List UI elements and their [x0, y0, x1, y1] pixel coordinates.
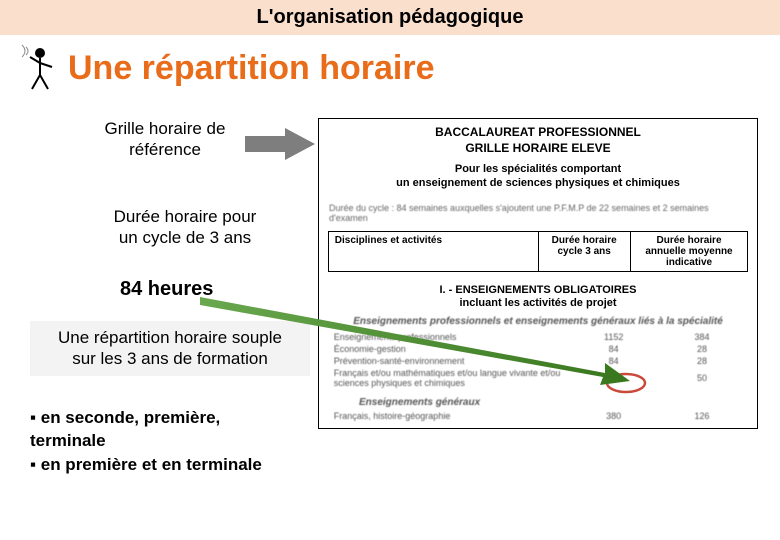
- block-grille: Grille horaire de référence: [80, 118, 250, 161]
- bullet-1-l2: terminale: [30, 429, 320, 453]
- bullet-1-l1: en seconde, première,: [41, 408, 221, 427]
- title-row: Une répartition horaire: [0, 35, 780, 97]
- grey-arrow-icon: [245, 128, 315, 160]
- document-panel: BACCALAUREAT PROFESSIONNEL GRILLE HORAIR…: [318, 118, 758, 429]
- red-circle-highlight: [605, 372, 647, 394]
- th3-l2: annuelle moyenne: [637, 246, 741, 257]
- header-title: L'organisation pédagogique: [257, 6, 524, 28]
- block-duree: Durée horaire pour un cycle de 3 ans: [80, 206, 290, 249]
- table-row: Français, histoire-géographie 380 126: [328, 410, 748, 422]
- bullets-list: en seconde, première, terminale en premi…: [30, 406, 320, 477]
- section-1-head: I. - ENSEIGNEMENTS OBLIGATOIRES incluant…: [319, 280, 757, 314]
- row-label: Enseignements professionnels: [328, 331, 572, 343]
- bullet-2-text: en première et en terminale: [41, 455, 262, 474]
- doc-head-l1: BACCALAUREAT PROFESSIONNEL: [323, 125, 753, 141]
- data-table-1: Enseignements professionnels 1152 384 Éc…: [328, 331, 748, 389]
- header-table: Disciplines et activités Durée horaire c…: [328, 231, 748, 272]
- row-c2: 126: [656, 410, 749, 422]
- row-c1: 380: [572, 410, 656, 422]
- block-grille-l1: Grille horaire de: [80, 118, 250, 139]
- table-row: Prévention-santé-environnement 84 28: [328, 355, 748, 367]
- subsection-2: Enseignements généraux: [319, 395, 757, 408]
- row-c1: 84: [572, 343, 656, 355]
- left-column: Grille horaire de référence Durée horair…: [30, 118, 320, 477]
- doc-sub: Pour les spécialités comportant un ensei…: [319, 158, 757, 199]
- data-table-2: Français, histoire-géographie 380 126: [328, 410, 748, 422]
- row-c2: 384: [656, 331, 749, 343]
- row-label: Français et/ou mathématiques et/ou langu…: [328, 367, 572, 389]
- th-disciplines: Disciplines et activités: [328, 231, 538, 271]
- th-annuelle: Durée horaire annuelle moyenne indicativ…: [630, 231, 747, 271]
- bullet-1: en seconde, première,: [30, 406, 320, 430]
- row-c1: 1152: [572, 331, 656, 343]
- th-cycle: Durée horaire cycle 3 ans: [538, 231, 630, 271]
- th2-l1: Durée horaire: [545, 235, 624, 246]
- block-duree-l1: Durée horaire pour: [80, 206, 290, 227]
- row-c2: 28: [656, 343, 749, 355]
- subsection-1: Enseignements professionnels et enseigne…: [319, 314, 757, 329]
- row-c1: 84: [572, 355, 656, 367]
- table-row: Économie-gestion 84 28: [328, 343, 748, 355]
- doc-note: Durée du cycle : 84 semaines auxquelles …: [319, 199, 757, 231]
- sec1-l2: incluant les activités de projet: [319, 297, 757, 310]
- th3-l1: Durée horaire: [637, 235, 741, 246]
- row-label: Économie-gestion: [328, 343, 572, 355]
- block-duree-l2: un cycle de 3 ans: [80, 227, 290, 248]
- table-row: Français et/ou mathématiques et/ou langu…: [328, 367, 748, 389]
- sec1-l1: I. - ENSEIGNEMENTS OBLIGATOIRES: [319, 284, 757, 297]
- block-repartition: Une répartition horaire souple sur les 3…: [30, 321, 310, 376]
- doc-head-l2: GRILLE HORAIRE ELEVE: [323, 141, 753, 157]
- hours-value: 84 heures: [120, 278, 320, 301]
- doc-sub-l2: un enseignement de sciences physiques et…: [349, 176, 727, 190]
- doc-sub-l1: Pour les spécialités comportant: [349, 162, 727, 176]
- th2-l2: cycle 3 ans: [545, 246, 624, 257]
- doc-head: BACCALAUREAT PROFESSIONNEL GRILLE HORAIR…: [319, 119, 757, 158]
- row-label: Prévention-santé-environnement: [328, 355, 572, 367]
- row-label: Français, histoire-géographie: [328, 410, 572, 422]
- block-repartition-l1: Une répartition horaire souple: [40, 327, 300, 348]
- block-grille-l2: référence: [80, 139, 250, 160]
- block-repartition-l2: sur les 3 ans de formation: [40, 348, 300, 369]
- row-c2: 28: [656, 355, 749, 367]
- header-bar: L'organisation pédagogique: [0, 0, 780, 35]
- main-title: Une répartition horaire: [68, 49, 435, 88]
- bullet-2: en première et en terminale: [30, 453, 320, 477]
- th3-l3: indicative: [637, 257, 741, 268]
- stick-figure-icon: [20, 43, 60, 93]
- table-row: Enseignements professionnels 1152 384: [328, 331, 748, 343]
- row-c2: 50: [656, 367, 749, 389]
